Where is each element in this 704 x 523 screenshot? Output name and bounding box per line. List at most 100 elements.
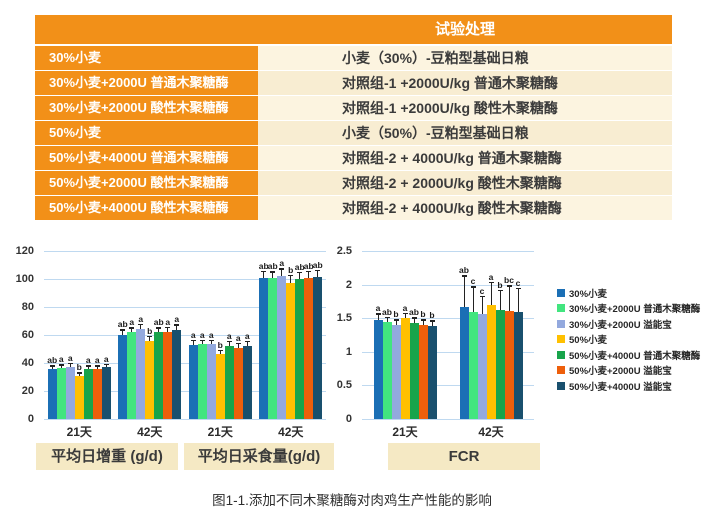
error-bar-cap (120, 329, 126, 331)
bar-slot: b (145, 251, 155, 419)
significance-label: ab (303, 260, 314, 271)
treatment-cell: 30%小麦 (35, 46, 258, 70)
bar (391, 324, 401, 419)
description-cell: 对照组-1 +2000U/kg 普通木聚糖酶 (258, 71, 672, 95)
error-bar (246, 342, 248, 346)
error-bar (51, 366, 53, 370)
bar-slot: b (215, 251, 225, 419)
bar-slot: b (286, 251, 296, 419)
significance-label: a (190, 329, 196, 340)
bar (154, 332, 164, 419)
description-cell: 小麦（30%）-豆粕型基础日粮 (258, 46, 672, 70)
bar (400, 318, 410, 419)
error-bar-cap (288, 274, 294, 277)
gridline (44, 251, 326, 252)
table-row: 50%小麦+4000U 酸性木聚糖酶 对照组-2 + 4000U/kg 酸性木聚糖… (35, 196, 672, 220)
error-bar (395, 320, 397, 325)
table-row: 50%小麦+4000U 普通木聚糖酶 对照组-2 + 4000U/kg 普通木聚糖… (35, 146, 672, 170)
bar (495, 310, 505, 419)
table-header-title: 试验处理 (258, 15, 672, 44)
group-label: 42天 (278, 425, 304, 439)
significance-label: bc (504, 275, 514, 286)
description-cell: 对照组-2 + 2000U/kg 酸性木聚糖酶 (258, 171, 672, 195)
significance-label: b (76, 362, 82, 372)
bar (206, 344, 216, 419)
bar-slot: a (163, 251, 173, 419)
gridline (362, 385, 534, 387)
bar (277, 275, 287, 419)
bar-slot: a (400, 251, 410, 419)
bar-slot: ab (295, 251, 305, 419)
legend-label: 50%小麦+4000U 普通木聚糖酶 (569, 350, 701, 362)
bar-slot: ab (459, 251, 469, 419)
legend-item: 30%小麦+2000U 溢能宝 (557, 316, 700, 332)
bar-slot: b (427, 251, 437, 419)
bar-slot: a (92, 251, 102, 419)
bar-slot: ab (268, 251, 278, 419)
bar-slot: a (136, 251, 146, 419)
legend-swatch-icon (557, 288, 565, 297)
description-cell: 对照组-1 +2000U/kg 酸性木聚糖酶 (258, 96, 672, 120)
chart-legend: 30%小麦 30%小麦+2000U 普通木聚糖酶 30%小麦+2000U 溢能宝 50… (557, 285, 700, 394)
table-row: 30%小麦+2000U 普通木聚糖酶 对照组-1 +2000U/kg 普通木聚糖酶 (35, 71, 672, 95)
error-bar (431, 321, 433, 326)
table-row: 50%小麦 小麦（50%）-豆粕型基础日粮 (35, 121, 672, 145)
bar (418, 324, 428, 419)
bar (259, 277, 269, 419)
significance-label: ab (258, 260, 269, 271)
bar-slot: ab (313, 251, 323, 419)
error-bar-cap (147, 335, 153, 338)
bar (197, 344, 207, 419)
error-bar-cap (470, 286, 476, 288)
bar-slot: a (206, 251, 216, 419)
axis-tick-label: 40 (21, 357, 34, 369)
table-header-left-blank (35, 15, 258, 44)
bar (163, 331, 173, 419)
significance-label: ab (47, 355, 58, 365)
significance-label: ab (117, 319, 128, 330)
error-bar (290, 276, 292, 284)
bar (56, 367, 66, 419)
error-bar-cap (165, 326, 171, 328)
bar (427, 325, 437, 419)
bar (127, 332, 137, 419)
error-bar-cap (76, 372, 82, 374)
error-bar-cap (217, 349, 223, 352)
error-bar-cap (479, 295, 485, 298)
table-row: 30%小麦+2000U 酸性木聚糖酶 对照组-1 +2000U/kg 酸性木聚糖酶 (35, 96, 672, 120)
legend-label: 30%小麦+2000U 普通木聚糖酶 (569, 304, 701, 316)
error-bar-cap (497, 289, 503, 292)
bar (118, 335, 128, 419)
error-bar (131, 328, 133, 333)
error-bar (272, 272, 274, 279)
significance-label: c (515, 277, 521, 288)
legend-item: 50%小麦+4000U 溢能宝 (557, 378, 700, 394)
bar (92, 368, 102, 419)
error-bar (463, 276, 465, 308)
error-bar-cap (94, 365, 100, 367)
bar (295, 279, 305, 419)
error-bar (237, 344, 239, 348)
error-bar (122, 330, 124, 335)
error-bar-cap (226, 340, 232, 342)
group-label: 21天 (207, 425, 233, 439)
bar (468, 312, 478, 419)
gridline (44, 363, 326, 364)
significance-label: b (393, 309, 399, 320)
significance-label: a (279, 258, 285, 269)
error-bar (299, 273, 301, 279)
legend-item: 50%小麦+4000U 普通木聚糖酶 (557, 347, 700, 363)
error-bar-cap (461, 275, 467, 277)
bar-group: a a a b a a a 21天 (188, 251, 252, 439)
error-bar-cap (297, 271, 303, 274)
axis-tick-label: 1.5 (336, 312, 352, 325)
error-bar (140, 325, 142, 330)
error-bar (158, 328, 160, 333)
bar-slot: bc (504, 251, 514, 419)
axis-tick-label: 0.5 (336, 379, 352, 392)
error-bar-cap (270, 271, 276, 273)
bar (172, 330, 182, 419)
axis-tick-label: 60 (21, 329, 34, 341)
error-bar (517, 289, 519, 313)
legend-swatch-icon (557, 304, 565, 313)
